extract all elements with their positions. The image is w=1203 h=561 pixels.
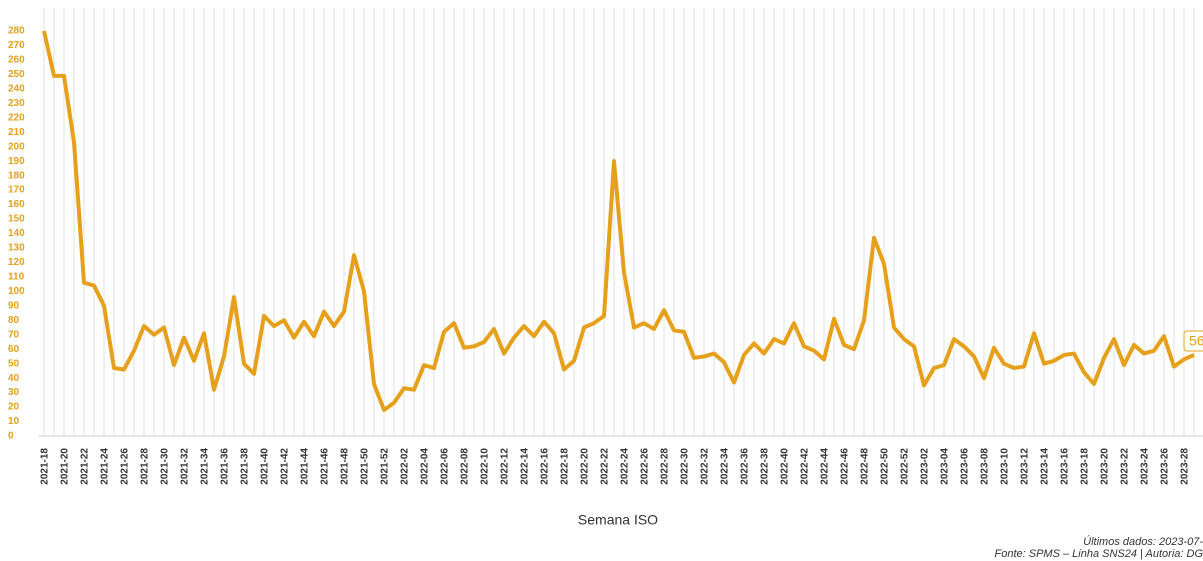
y-tick-label: 30 <box>8 387 20 398</box>
y-tick-label: 110 <box>8 272 25 283</box>
x-tick-label: 2023-14 <box>1040 448 1051 485</box>
x-tick-label: 2023-18 <box>1080 448 1091 485</box>
y-tick-label: 120 <box>8 257 25 268</box>
x-tick-label: 2022-32 <box>700 448 711 485</box>
x-tick-label: 2023-26 <box>1160 448 1171 485</box>
x-tick-label: 2023-16 <box>1060 448 1071 485</box>
x-tick-label: 2022-10 <box>480 448 491 485</box>
y-tick-label: 60 <box>8 344 20 355</box>
x-tick-label: 2021-34 <box>200 448 211 485</box>
y-tick-label: 230 <box>8 98 25 109</box>
x-tick-label: 2022-20 <box>580 448 591 485</box>
x-tick-label: 2022-22 <box>600 448 611 485</box>
x-tick-label: 2021-52 <box>380 448 391 485</box>
x-tick-label: 2023-28 <box>1180 448 1191 485</box>
x-tick-label: 2022-14 <box>520 448 531 485</box>
x-tick-label: 2023-20 <box>1100 448 1111 485</box>
y-tick-label: 220 <box>8 112 25 123</box>
x-tick-label: 2023-10 <box>1000 448 1011 485</box>
x-tick-label: 2023-06 <box>960 448 971 485</box>
x-tick-label: 2022-16 <box>540 448 551 485</box>
x-tick-label: 2021-26 <box>120 448 131 485</box>
x-tick-label: 2023-24 <box>1140 448 1151 485</box>
x-tick-label: 2022-36 <box>740 448 751 485</box>
y-tick-label: 150 <box>8 214 25 225</box>
y-tick-label: 190 <box>8 156 25 167</box>
y-tick-label: 260 <box>8 55 25 66</box>
x-tick-label: 2022-50 <box>880 448 891 485</box>
footnote: Últimos dados: 2023-07- <box>1083 535 1203 548</box>
y-tick-label: 280 <box>8 26 25 37</box>
x-tick-label: 2022-06 <box>440 448 451 485</box>
y-tick-label: 50 <box>8 358 20 369</box>
value-label-box <box>1183 330 1203 352</box>
y-tick-label: 240 <box>8 83 25 94</box>
x-tick-label: 2023-22 <box>1120 448 1131 485</box>
x-tick-label: 2022-26 <box>640 448 651 485</box>
x-tick-label: 2022-44 <box>820 448 831 485</box>
x-tick-label: 2021-20 <box>60 448 71 485</box>
y-tick-label: 140 <box>8 228 25 239</box>
y-tick-label: 10 <box>8 416 20 427</box>
x-tick-label: 2021-44 <box>300 448 311 485</box>
x-tick-label: 2021-32 <box>180 448 191 485</box>
x-tick-label: 2022-48 <box>860 448 871 485</box>
x-tick-label: 2021-22 <box>80 448 91 485</box>
y-tick-label: 80 <box>8 315 20 326</box>
value-label: 56 <box>1189 333 1203 349</box>
x-tick-label: 2022-42 <box>800 448 811 485</box>
x-tick-label: 2023-12 <box>1020 448 1031 485</box>
y-tick-label: 160 <box>8 199 25 210</box>
x-tick-label: 2021-48 <box>340 448 351 485</box>
y-tick-label: 0 <box>8 431 14 442</box>
y-tick-label: 170 <box>8 185 25 196</box>
x-tick-label: 2023-04 <box>940 448 951 485</box>
x-tick-label: 2021-46 <box>320 448 331 485</box>
y-tick-label: 40 <box>8 373 20 384</box>
x-axis-label: Semana ISO <box>578 512 658 528</box>
x-tick-label: 2021-40 <box>260 448 271 485</box>
x-tick-label: 2022-46 <box>840 448 851 485</box>
x-tick-label: 2021-24 <box>100 448 111 485</box>
y-tick-label: 130 <box>8 243 25 254</box>
y-tick-label: 250 <box>8 69 25 80</box>
x-tick-label: 2022-02 <box>400 448 411 485</box>
x-tick-label: 2022-04 <box>420 448 431 485</box>
y-tick-label: 100 <box>8 286 25 297</box>
footnote: Fonte: SPMS – Linha SNS24 | Autoria: DG <box>995 548 1203 560</box>
x-tick-label: 2023-08 <box>980 448 991 485</box>
x-tick-label: 2021-42 <box>280 448 291 485</box>
y-tick-label: 70 <box>8 329 20 340</box>
x-tick-label: 2021-50 <box>360 448 371 485</box>
y-tick-label: 210 <box>8 127 25 138</box>
x-tick-label: 2022-40 <box>780 448 791 485</box>
x-tick-label: 2022-28 <box>660 448 671 485</box>
x-tick-label: 2022-12 <box>500 448 511 485</box>
x-tick-label: 2022-08 <box>460 448 471 485</box>
data-line <box>42 30 1195 412</box>
x-tick-label: 2021-36 <box>220 448 231 485</box>
x-tick-label: 2021-18 <box>40 448 51 485</box>
x-tick-label: 2022-38 <box>760 448 771 485</box>
x-tick-label: 2021-28 <box>140 448 151 485</box>
x-tick-label: 2021-30 <box>160 448 171 485</box>
y-tick-label: 200 <box>8 141 25 152</box>
y-tick-label: 180 <box>8 170 25 181</box>
y-tick-label: 90 <box>8 300 20 311</box>
x-tick-label: 2022-52 <box>900 448 911 485</box>
y-tick-label: 270 <box>8 40 25 51</box>
x-tick-label: 2023-02 <box>920 448 931 485</box>
x-tick-label: 2022-34 <box>720 448 731 485</box>
x-tick-label: 2022-30 <box>680 448 691 485</box>
y-tick-label: 20 <box>8 402 20 413</box>
x-tick-label: 2022-18 <box>560 448 571 485</box>
x-tick-label: 2022-24 <box>620 448 631 485</box>
x-tick-label: 2021-38 <box>240 448 251 485</box>
